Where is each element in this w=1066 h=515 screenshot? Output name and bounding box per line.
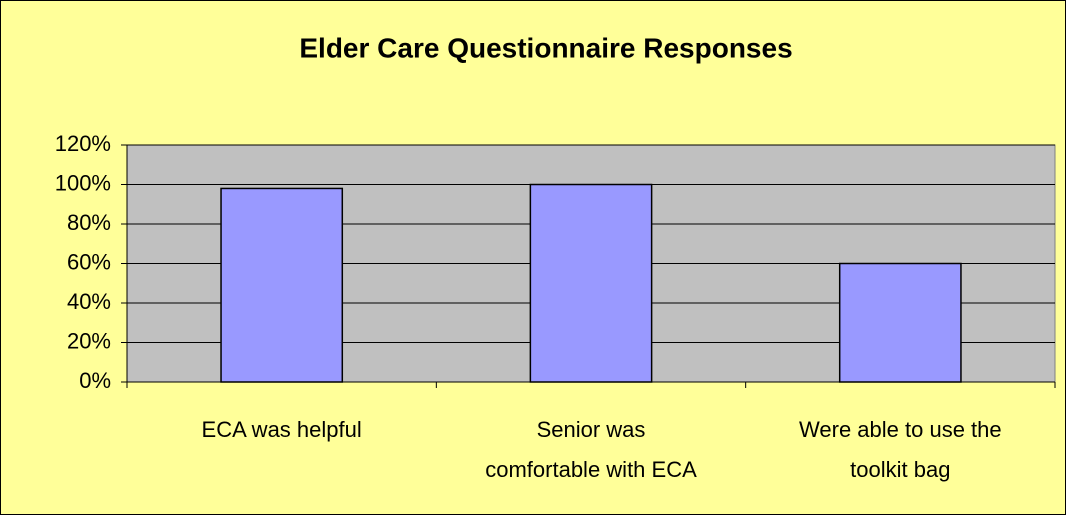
x-tick-label: Were able to use the toolkit bag [799, 417, 1002, 482]
bar [220, 187, 344, 383]
x-tick-label: Senior was comfortable with ECA [485, 417, 697, 482]
bar [838, 262, 962, 383]
chart-title: Elder Care Questionnaire Responses [299, 32, 792, 63]
y-tick-label: 80% [67, 210, 111, 235]
y-tick-label: 100% [55, 170, 111, 195]
y-tick-label: 20% [67, 328, 111, 353]
y-tick-label: 0% [79, 368, 111, 393]
y-tick-label: 40% [67, 289, 111, 314]
bar [529, 183, 653, 383]
y-tick-label: 120% [55, 131, 111, 156]
y-tick-label: 60% [67, 249, 111, 274]
x-tick-label: ECA was helpful [201, 417, 362, 442]
